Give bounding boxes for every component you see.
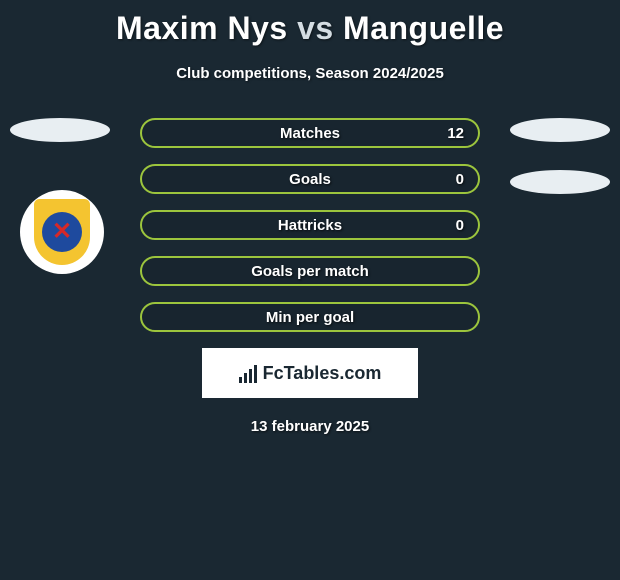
- stat-value: 0: [456, 171, 464, 188]
- brand-name: FcTables.com: [263, 363, 382, 384]
- snapshot-date: 13 february 2025: [0, 418, 620, 435]
- club-x-icon: ✕: [52, 220, 72, 244]
- club-badge: ✕: [20, 190, 104, 274]
- subtitle: Club competitions, Season 2024/2025: [0, 65, 620, 82]
- stat-value: 12: [447, 125, 464, 142]
- stat-label: Matches: [280, 125, 340, 142]
- stat-label: Goals: [289, 171, 331, 188]
- stat-row-goals-per-match: Goals per match: [140, 256, 480, 286]
- stat-label: Goals per match: [251, 263, 369, 280]
- player1-name: Maxim Nys: [116, 10, 288, 46]
- stat-label: Min per goal: [266, 309, 354, 326]
- stat-row-min-per-goal: Min per goal: [140, 302, 480, 332]
- brand-badge[interactable]: FcTables.com: [202, 348, 418, 398]
- player2-slot-1: [510, 118, 610, 142]
- stat-value: 0: [456, 217, 464, 234]
- stat-row-hattricks: Hattricks 0: [140, 210, 480, 240]
- bar-chart-icon: [239, 363, 257, 383]
- stat-row-matches: Matches 12: [140, 118, 480, 148]
- stat-label: Hattricks: [278, 217, 342, 234]
- player1-slot-1: [10, 118, 110, 142]
- stat-row-goals: Goals 0: [140, 164, 480, 194]
- club-shield-icon: ✕: [34, 199, 90, 265]
- club-crest-icon: ✕: [42, 212, 82, 252]
- stats-bars: Matches 12 Goals 0 Hattricks 0 Goals per…: [140, 118, 480, 332]
- player2-name: Manguelle: [343, 10, 504, 46]
- comparison-title: Maxim Nys vs Manguelle: [0, 0, 620, 47]
- vs-text: vs: [297, 10, 334, 46]
- stats-panel: ✕ Matches 12 Goals 0 Hattricks 0 Goals p…: [0, 118, 620, 435]
- player2-slot-2: [510, 170, 610, 194]
